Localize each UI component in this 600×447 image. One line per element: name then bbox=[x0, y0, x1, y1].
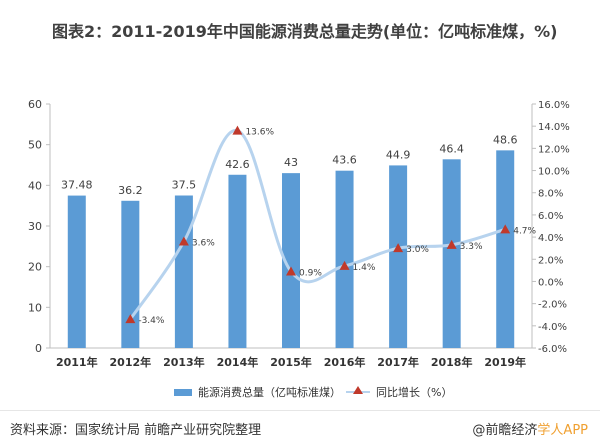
x-axis-tick-label: 2018年 bbox=[431, 355, 473, 369]
bar-data-label: 42.6 bbox=[225, 158, 250, 171]
legend-line-label: 同比增长（%） bbox=[376, 386, 453, 399]
right-axis-tick-label: 8.0% bbox=[538, 189, 563, 200]
left-axis-tick-label: 20 bbox=[28, 261, 42, 274]
bar bbox=[442, 159, 461, 348]
bar-data-label: 43.6 bbox=[332, 154, 357, 167]
right-axis-tick-label: -6.0% bbox=[538, 344, 567, 355]
bar-data-label: 37.48 bbox=[61, 179, 93, 192]
x-axis-tick-label: 2011年 bbox=[56, 355, 98, 369]
legend-bar-swatch bbox=[174, 388, 192, 396]
bar bbox=[282, 173, 300, 348]
bar bbox=[228, 174, 247, 348]
growth-marker bbox=[339, 260, 350, 270]
left-axis-tick-label: 10 bbox=[28, 301, 42, 314]
growth-marker bbox=[232, 125, 243, 135]
growth-marker bbox=[286, 266, 296, 276]
growth-data-label: -3.4% bbox=[138, 316, 165, 326]
bar-data-label: 44.9 bbox=[386, 148, 411, 161]
x-axis-tick-label: 2019年 bbox=[484, 355, 526, 369]
bar-data-label: 43 bbox=[284, 156, 298, 169]
legend-item-line: 同比增长（%） bbox=[346, 384, 452, 400]
right-axis-tick-label: 0.0% bbox=[538, 277, 563, 288]
growth-data-label: 3.0% bbox=[406, 245, 429, 255]
brand-prefix: @前瞻经济 bbox=[472, 423, 538, 438]
bar bbox=[121, 200, 140, 348]
left-axis-tick-label: 40 bbox=[28, 179, 42, 192]
growth-data-label: 3.6% bbox=[192, 239, 215, 249]
bar bbox=[335, 170, 354, 348]
bar-data-label: 46.4 bbox=[439, 142, 464, 155]
right-axis-tick-label: -4.0% bbox=[538, 322, 567, 333]
growth-marker bbox=[178, 236, 189, 246]
right-axis-tick-label: 12.0% bbox=[538, 144, 570, 155]
x-axis-tick-label: 2015年 bbox=[270, 355, 312, 369]
right-axis-tick-label: 10.0% bbox=[538, 167, 570, 178]
right-axis-tick-label: 2.0% bbox=[538, 255, 563, 266]
right-axis-tick-label: 16.0% bbox=[538, 100, 570, 111]
growth-data-label: 13.6% bbox=[245, 128, 274, 138]
legend-bar-label: 能源消费总量（亿吨标准煤） bbox=[198, 386, 341, 399]
right-axis-tick-label: 6.0% bbox=[538, 211, 563, 222]
growth-marker bbox=[446, 239, 457, 249]
growth-data-label: 1.4% bbox=[353, 263, 376, 273]
brand-suffix: 学人APP bbox=[537, 423, 588, 438]
bar-data-label: 37.5 bbox=[172, 179, 197, 192]
legend-item-bar: 能源消费总量（亿吨标准煤） bbox=[174, 384, 341, 400]
footer: 资料来源：国家统计局 前瞻产业研究院整理 @前瞻经济学人APP bbox=[0, 410, 600, 447]
brand-credit: @前瞻经济学人APP bbox=[472, 419, 588, 438]
right-axis-tick-label: -2.0% bbox=[538, 300, 567, 311]
left-axis-tick-label: 60 bbox=[28, 98, 42, 111]
source-note: 资料来源：国家统计局 前瞻产业研究院整理 bbox=[10, 423, 262, 438]
x-axis-tick-label: 2017年 bbox=[377, 355, 419, 369]
x-axis-tick-label: 2014年 bbox=[217, 355, 259, 369]
bar bbox=[174, 195, 193, 348]
growth-data-label: 0.9% bbox=[299, 268, 322, 278]
growth-data-label: 3.3% bbox=[460, 242, 483, 252]
left-axis-tick-label: 50 bbox=[28, 139, 42, 152]
right-axis-tick-label: 4.0% bbox=[538, 233, 563, 244]
chart: 0 10 20 30 40 50 60 -6.0% -4.0% -2.0% 0.0% 2.0% 4.0%… bbox=[28, 98, 570, 369]
growth-marker bbox=[393, 243, 404, 253]
chart-title: 图表2：2011-2019年中国能源消费总量走势(单位：亿吨标准煤，%) bbox=[52, 22, 558, 41]
x-axis-tick-label: 2016年 bbox=[324, 355, 366, 369]
legend: 能源消费总量（亿吨标准煤） 同比增长（%） bbox=[140, 384, 500, 402]
right-axis-tick-label: 14.0% bbox=[538, 122, 570, 133]
bar bbox=[496, 150, 515, 348]
bar bbox=[389, 165, 408, 348]
bar-data-label: 48.6 bbox=[493, 133, 518, 146]
left-axis-tick-label: 30 bbox=[28, 220, 42, 233]
growth-marker bbox=[125, 314, 136, 324]
x-axis-tick-label: 2012年 bbox=[110, 355, 152, 369]
bar-data-label: 36.2 bbox=[118, 184, 143, 197]
growth-data-label: 4.7% bbox=[513, 226, 536, 236]
growth-marker bbox=[500, 224, 511, 234]
bar bbox=[67, 195, 86, 348]
x-axis-tick-label: 2013年 bbox=[163, 355, 205, 369]
left-axis-tick-label: 0 bbox=[35, 342, 42, 355]
legend-line-swatch bbox=[346, 386, 370, 394]
